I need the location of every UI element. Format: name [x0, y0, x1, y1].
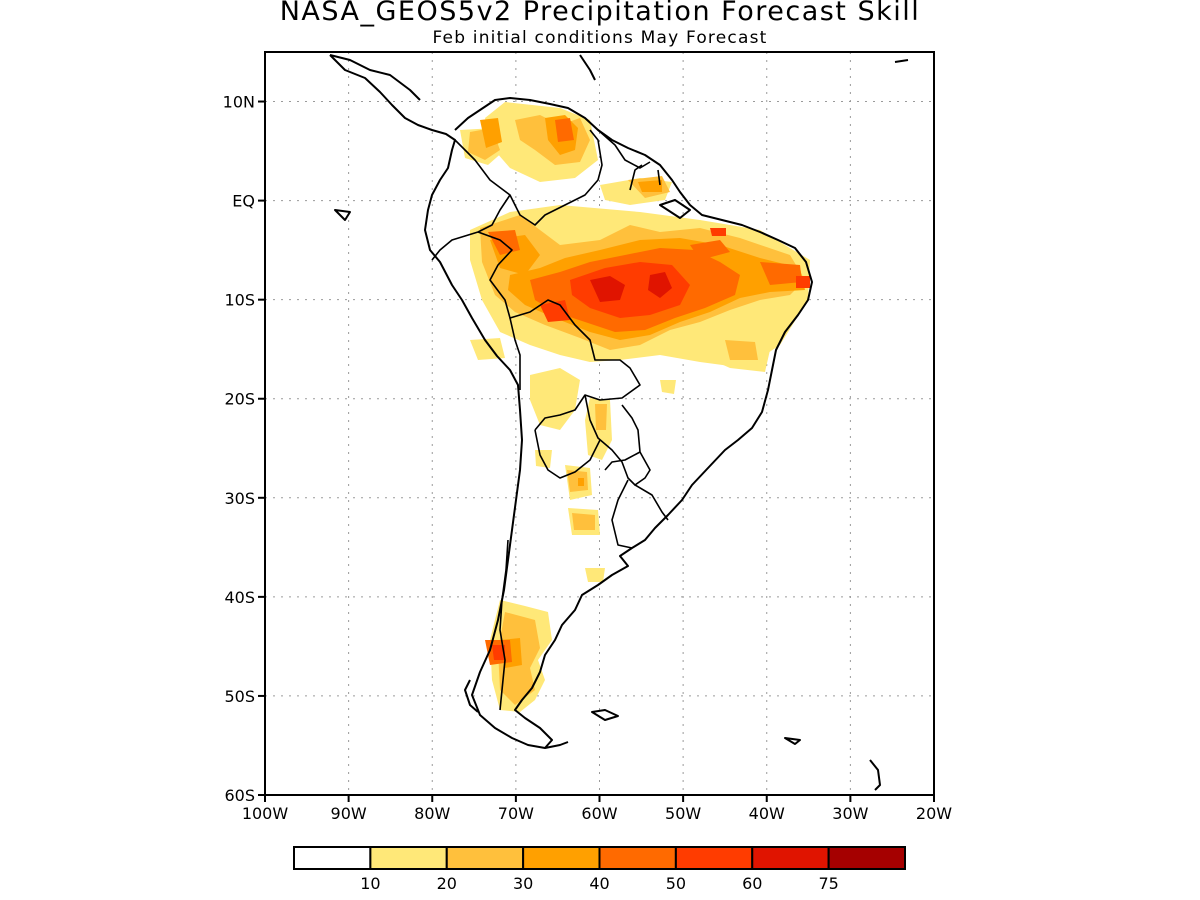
colorbar-swatch	[751, 846, 830, 870]
coastlines	[329, 54, 909, 791]
map-title: NASA_GEOS5v2 Precipitation Forecast Skil…	[279, 0, 921, 27]
lon-tick-label: 100W	[242, 804, 289, 823]
lat-tick-label: 50S	[224, 687, 255, 706]
colorbar-label: 40	[589, 874, 609, 893]
lat-tick-label: 40S	[224, 588, 255, 607]
lon-tick-label: 50W	[665, 804, 701, 823]
lon-tick-label: 90W	[331, 804, 367, 823]
lat-tick-label: 30S	[224, 489, 255, 508]
colorbar-swatch	[445, 846, 525, 870]
lat-tick-label: 20S	[224, 390, 255, 409]
colorbar-swatch	[598, 846, 677, 870]
skill-shading	[460, 102, 810, 712]
colorbar-label: 20	[437, 874, 457, 893]
colorbar-label: 30	[513, 874, 533, 893]
colorbar-swatch	[522, 846, 601, 870]
colorbar-swatch	[827, 846, 906, 870]
lat-tick-label: 10N	[223, 93, 255, 112]
lon-tick-label: 80W	[414, 804, 450, 823]
map-subtitle: Feb initial conditions May Forecast	[432, 28, 768, 48]
lon-tick-label: 40W	[749, 804, 785, 823]
lat-tick-label: 10S	[224, 291, 255, 310]
lat-tick-label: 60S	[224, 786, 255, 805]
colorbar-label: 50	[666, 874, 686, 893]
lon-tick-label: 70W	[498, 804, 534, 823]
lon-tick-label: 30W	[832, 804, 868, 823]
colorbar-label: 60	[742, 874, 762, 893]
lon-tick-label: 20W	[916, 804, 952, 823]
colorbar-label: 10	[360, 874, 380, 893]
country-borders	[431, 129, 669, 711]
lon-tick-label: 60W	[581, 804, 617, 823]
colorbar-swatch	[369, 846, 448, 870]
colorbar: 10 20 30 40 50 60 75	[293, 846, 906, 893]
colorbar-swatch	[293, 846, 372, 870]
colorbar-label: 75	[818, 874, 838, 893]
colorbar-swatch	[674, 846, 754, 870]
lat-tick-label: EQ	[232, 192, 255, 211]
